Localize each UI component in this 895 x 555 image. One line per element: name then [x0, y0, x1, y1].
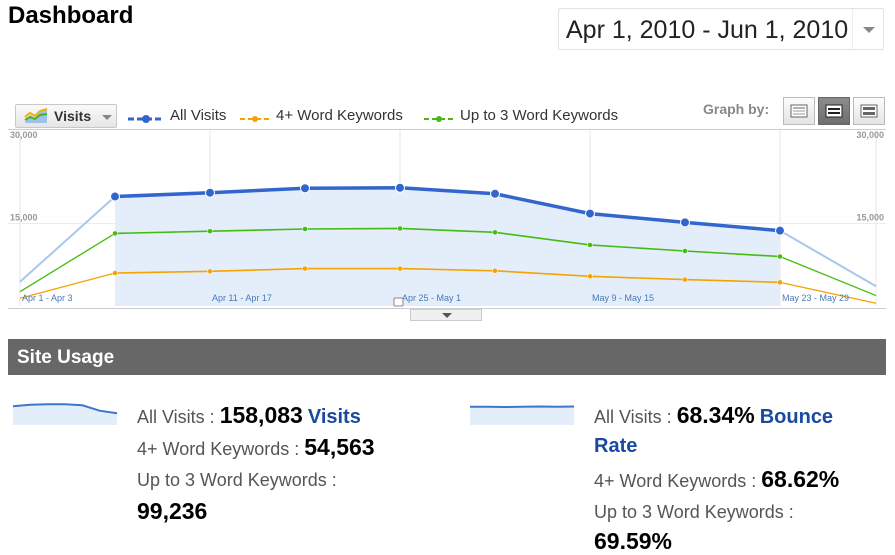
- visits-metric-link[interactable]: Visits: [307, 406, 361, 428]
- x-tick-label: May 9 - May 15: [592, 293, 654, 303]
- data-point: [587, 242, 593, 248]
- x-tick-label: Apr 1 - Apr 3: [22, 293, 73, 303]
- site-usage-title: Site Usage: [17, 347, 115, 368]
- legend-four-plus: 4+ Word Keywords: [240, 107, 403, 124]
- data-point: [112, 230, 118, 237]
- x-tick-label: Apr 25 - May 1: [402, 293, 461, 303]
- metric-label: 4+ Word Keywords :: [594, 471, 762, 491]
- data-point: [492, 229, 498, 236]
- legend-key-orange-icon: [240, 111, 270, 123]
- metric-selector-label: Visits: [54, 108, 92, 124]
- site-usage-header: Site Usage: [8, 339, 886, 375]
- graph-by-week-button[interactable]: [818, 97, 850, 125]
- visits-sparkline: [12, 403, 118, 425]
- y-tick-label-right: 30,000: [856, 130, 884, 140]
- week-icon: [825, 104, 843, 118]
- bounce-rate-sparkline: [470, 405, 575, 425]
- bounce-four-plus-row: 4+ Word Keywords : 68.62%: [594, 466, 839, 493]
- page-title: Dashboard: [8, 2, 134, 29]
- metric-label: Up to 3 Word Keywords :: [137, 470, 337, 490]
- data-point: [680, 217, 690, 228]
- metric-label: Up to 3 Word Keywords :: [594, 502, 794, 522]
- data-point: [300, 183, 310, 194]
- line-chart-icon: [24, 108, 48, 123]
- visits-line-chart[interactable]: 30,000 15,000 30,000 15,000 Apr 1 - Apr 3 Apr…: [8, 128, 886, 310]
- series-line: [114, 267, 781, 284]
- data-point: [492, 268, 498, 274]
- data-point: [112, 270, 118, 276]
- visits-four-plus-value: 54,563: [304, 434, 375, 460]
- y-tick-label-right: 15,000: [856, 213, 884, 223]
- data-point: [207, 228, 213, 234]
- series-line-segment: [19, 232, 116, 293]
- data-point: [207, 268, 213, 275]
- chart-resize-handle[interactable]: [410, 309, 482, 321]
- data-point: [302, 226, 308, 232]
- caret-down-icon: [102, 115, 112, 120]
- data-point: [777, 253, 783, 260]
- data-point: [205, 187, 215, 198]
- data-point: [585, 208, 595, 219]
- metric-label: 4+ Word Keywords :: [137, 439, 305, 459]
- y-tick-label-left: 15,000: [10, 213, 38, 223]
- sparkline-area: [470, 406, 574, 425]
- data-point: [777, 279, 783, 286]
- series-line-segment: [779, 281, 877, 304]
- data-point: [682, 276, 688, 283]
- sparkline-area: [13, 404, 117, 425]
- series-line-segment: [779, 229, 877, 288]
- bounce-metric-link[interactable]: Bounce: [759, 406, 834, 428]
- legend-label: 4+ Word Keywords: [276, 107, 403, 124]
- bounce-total-value: 68.34%: [676, 402, 755, 428]
- chevron-down-icon[interactable]: [852, 9, 883, 49]
- series-line-segment: [779, 255, 877, 297]
- data-point: [490, 188, 500, 199]
- date-range-text: Apr 1, 2010 - Jun 1, 2010: [566, 16, 849, 44]
- data-point: [302, 265, 308, 272]
- bounce-four-plus-value: 68.62%: [761, 466, 840, 492]
- data-point: [775, 225, 785, 236]
- series-line-segment: [19, 195, 116, 283]
- legend-label: All Visits: [170, 107, 227, 124]
- legend-label: Up to 3 Word Keywords: [460, 107, 619, 124]
- visits-all-row: All Visits : 158,083 Visits: [137, 402, 361, 429]
- metric-selector-button[interactable]: Visits: [15, 104, 117, 128]
- sparkline-line: [12, 403, 118, 415]
- data-point: [587, 273, 593, 280]
- data-point: [397, 225, 403, 232]
- visits-total-value: 158,083: [219, 402, 303, 428]
- legend-all-visits: All Visits: [128, 107, 226, 124]
- graph-by-month-button[interactable]: [853, 97, 885, 125]
- selected-range-area: [115, 187, 780, 306]
- legend-up-to-3: Up to 3 Word Keywords: [424, 107, 618, 124]
- bounce-metric-link-rate[interactable]: Rate: [594, 435, 638, 457]
- metric-label: All Visits :: [594, 407, 677, 427]
- series-line: [114, 227, 781, 258]
- legend-key-green-icon: [424, 111, 454, 123]
- chart-frame: [8, 129, 886, 309]
- graph-by-label: Graph by:: [703, 101, 770, 117]
- month-icon: [860, 104, 878, 118]
- metric-label: All Visits :: [137, 407, 220, 427]
- bounce-up-to-3-value: 69.59%: [594, 528, 673, 554]
- series-line: [114, 185, 781, 233]
- legend-key-blue-icon: [128, 111, 164, 124]
- visits-up-to-3-value: 99,236: [137, 498, 208, 524]
- visits-four-plus-row: 4+ Word Keywords : 54,563: [137, 434, 375, 461]
- data-point: [682, 248, 688, 254]
- y-tick-label-left: 30,000: [10, 130, 38, 140]
- date-range-picker[interactable]: Apr 1, 2010 - Jun 1, 2010: [558, 8, 884, 50]
- data-point: [397, 265, 403, 272]
- bounce-all-row: All Visits : 68.34% Bounce: [594, 402, 833, 429]
- graph-by-day-button[interactable]: [783, 97, 815, 125]
- data-point: [110, 191, 120, 202]
- data-point: [395, 182, 405, 193]
- x-tick-label: Apr 11 - Apr 17: [212, 293, 272, 303]
- day-icon: [790, 104, 808, 118]
- series-line-segment: [19, 272, 116, 299]
- x-tick-label: May 23 - May 29: [782, 293, 849, 303]
- annotation-marker-icon: [393, 297, 404, 307]
- sparkline-line: [470, 405, 575, 409]
